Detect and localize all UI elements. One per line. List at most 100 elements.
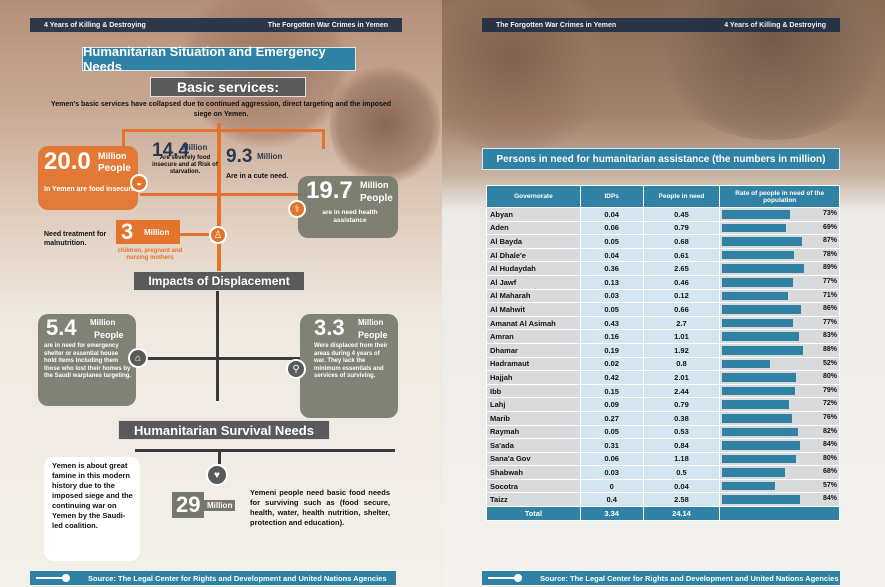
governorate-cell: Amanat Al Asimah (486, 315, 581, 331)
survival-unit: Million (204, 500, 236, 511)
walking-person-icon: ⚲ (286, 359, 306, 379)
left-page: 4 Years of Killing & Destroying The Forg… (0, 0, 442, 587)
people-in-need-cell: 0.5 (642, 465, 721, 480)
people-in-need-cell: 0.12 (642, 288, 721, 304)
table-row: Hajjah 0.42 2.01 80% (486, 370, 840, 385)
displacement-title: Impacts of Displacement (133, 271, 305, 291)
rate-cell: 72% (719, 397, 840, 412)
shelter-number: 5.4 (46, 315, 77, 340)
rate-value: 78% (822, 250, 837, 258)
famine-text: Yemen is about great famine in this mode… (52, 461, 133, 530)
rate-value: 52% (822, 359, 837, 367)
starvation-desc: Are severely food insecure and at Risk o… (152, 155, 218, 175)
rate-bar (722, 427, 798, 437)
rate-value: 86% (822, 305, 837, 313)
rate-value: 82% (822, 427, 837, 435)
governorate-cell: Al Maharah (486, 288, 581, 304)
malnutrition-box (116, 220, 180, 244)
survival-desc: Yemeni people need basic food needs for … (250, 488, 390, 527)
rate-bar (722, 441, 800, 450)
connector-line (322, 129, 325, 149)
governorate-cell: Abyan (486, 207, 581, 222)
people-in-need-cell: 0.45 (642, 207, 721, 222)
basic-services-title: Basic services: (150, 77, 306, 97)
connector-line (216, 291, 219, 401)
governorate-cell: Taizz (486, 492, 581, 508)
rate-bar (722, 318, 794, 328)
rate-cell: 84% (719, 438, 840, 453)
total-cell: 3.34 (579, 506, 644, 522)
people-in-need-cell: 1.92 (642, 342, 721, 358)
rate-bar (722, 495, 800, 505)
shelter-unit: Million (90, 318, 116, 327)
bullet-icon (62, 574, 70, 582)
idps-cell: 0.42 (579, 370, 644, 385)
rate-cell: 69% (719, 220, 840, 236)
table-total-row: Total 3.34 24.14 (486, 506, 840, 522)
rate-bar (722, 373, 796, 382)
people-in-need-cell: 2.01 (642, 370, 721, 385)
rate-bar (722, 223, 786, 233)
rate-cell: 87% (719, 234, 840, 249)
rate-bar (722, 237, 803, 246)
connector-line (122, 129, 125, 149)
rate-value: 84% (822, 441, 837, 449)
right-page: The Forgotten War Crimes in Yemen 4 Year… (442, 0, 885, 587)
rate-bar (722, 454, 796, 464)
idps-cell: 0 (579, 478, 644, 494)
people-in-need-cell: 0.8 (642, 356, 721, 372)
rate-cell: 83% (719, 329, 840, 344)
rate-bar (722, 332, 799, 341)
table-row: Lahj 0.09 0.79 72% (486, 397, 840, 412)
column-header-idps: IDPs (579, 185, 644, 208)
malnutrition-unit: Million (144, 228, 170, 237)
governorate-cell: Al Dhale'e (486, 247, 581, 263)
table-header-row: Governorate IDPs People in need Rate of … (486, 185, 840, 208)
rate-cell: 77% (719, 315, 840, 331)
displaced-unit: Million (358, 318, 384, 327)
rate-cell: 73% (719, 207, 840, 222)
house-icon: ⌂ (128, 348, 148, 368)
people-in-need-cell: 1.18 (642, 451, 721, 467)
rate-bar (722, 481, 775, 491)
people-in-need-cell: 0.66 (642, 302, 721, 317)
table-row: Sana'a Gov 0.06 1.18 80% (486, 451, 840, 467)
rate-bar (722, 277, 794, 287)
governorate-cell: Hajjah (486, 370, 581, 385)
idps-cell: 0.03 (579, 288, 644, 304)
idps-cell: 0.03 (579, 465, 644, 480)
people-in-need-cell: 2.65 (642, 261, 721, 276)
shelter-box (38, 314, 136, 406)
bullet-icon (514, 574, 522, 582)
rate-bar (722, 400, 789, 409)
hand-heart-icon: ♥ (206, 464, 228, 486)
rate-cell: 78% (719, 247, 840, 263)
connector-line (217, 123, 221, 288)
governorate-cell: Shabwah (486, 465, 581, 480)
people-in-need-cell: 0.04 (642, 478, 721, 494)
idps-cell: 0.05 (579, 234, 644, 249)
rate-value: 57% (822, 481, 837, 489)
governorate-cell: Socotra (486, 478, 581, 494)
rate-value: 84% (822, 495, 837, 503)
displaced-box (300, 314, 398, 418)
idps-cell: 0.15 (579, 383, 644, 399)
source-footer: Source: The Legal Center for Rights and … (30, 571, 396, 585)
starvation-unit: Million (182, 143, 208, 152)
photo-background (330, 60, 440, 190)
table-row: Amanat Al Asimah 0.43 2.7 77% (486, 315, 840, 331)
header-right-text: 4 Years of Killing & Destroying (724, 21, 826, 29)
rate-cell: 76% (719, 410, 840, 426)
rate-bar (722, 305, 802, 314)
header-left-text: 4 Years of Killing & Destroying (44, 21, 146, 29)
shelter-desc: are in need for emergency shelter or ess… (44, 343, 132, 379)
total-cell (719, 506, 840, 522)
malnutrition-desc: children, pregnant and nursing mothers (117, 248, 183, 261)
connector-line (122, 129, 322, 132)
table-row: Sa'ada 0.31 0.84 84% (486, 438, 840, 453)
rate-value: 71% (822, 291, 837, 299)
governorate-cell: Hadramaut (486, 356, 581, 372)
displaced-desc: Were displaced from their areas during 4… (314, 343, 388, 379)
table-row: Al Dhale'e 0.04 0.61 78% (486, 247, 840, 263)
governorate-cell: Sa'ada (486, 438, 581, 453)
